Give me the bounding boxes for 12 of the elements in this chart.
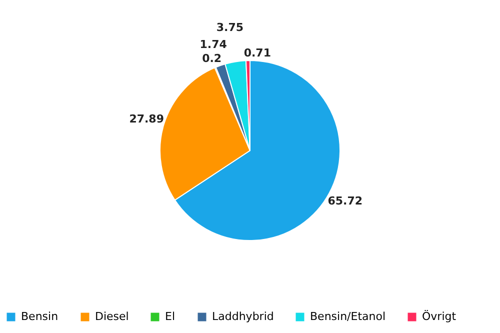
legend-label: El [165,310,176,323]
data-label: 27.89 [129,112,164,126]
legend-label: Diesel [95,310,129,323]
data-label: 0.2 [202,52,222,66]
data-label: 1.74 [200,38,228,52]
legend-label: Övrigt [422,309,457,323]
legend-label: Bensin/Etanol [310,310,386,323]
data-label: 3.75 [216,20,244,34]
data-label: 65.72 [328,194,363,208]
legend-label: Laddhybrid [212,310,274,323]
data-label: 0.71 [244,46,271,60]
legend-label: Bensin [21,310,58,323]
